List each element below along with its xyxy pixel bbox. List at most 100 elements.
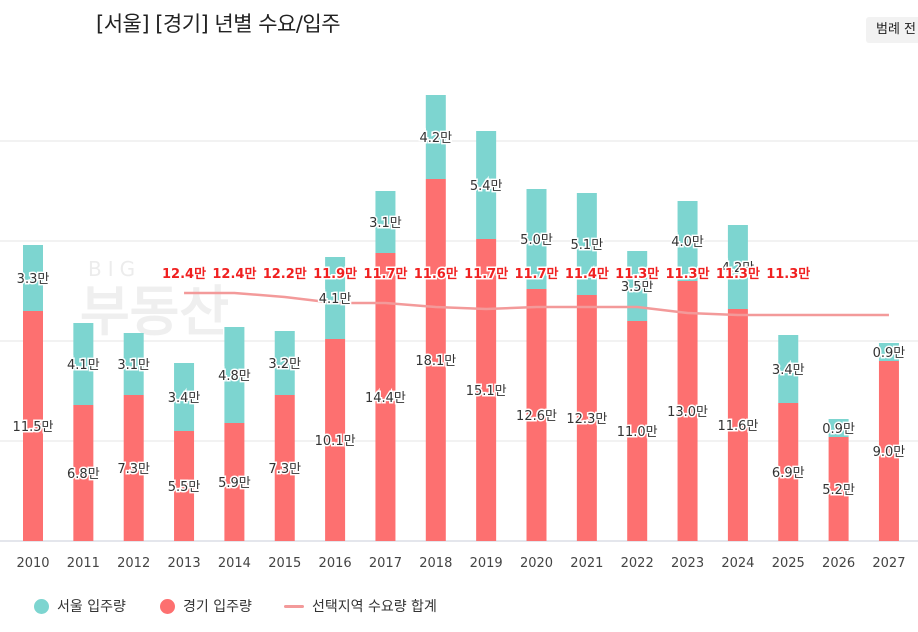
legend-toggle-button[interactable]: 범례 전	[866, 17, 918, 43]
x-tick-2020: 2020	[520, 556, 553, 571]
bar-gyeonggi-2026	[828, 437, 849, 541]
bar-seoul-2026	[828, 419, 849, 437]
label-seoul-2017: 3.1만	[369, 216, 402, 231]
x-tick-2016: 2016	[319, 556, 352, 571]
bar-seoul-2012	[123, 333, 144, 395]
bar-seoul-2018	[425, 95, 446, 179]
label-demand-2018: 11.6만	[414, 266, 458, 282]
watermark-main: 부동산	[80, 280, 229, 343]
x-tick-2010: 2010	[16, 556, 49, 571]
bar-seoul-2019	[476, 131, 497, 239]
label-gyeonggi-2020: 12.6만	[516, 409, 557, 424]
label-seoul-2018: 4.2만	[419, 131, 452, 146]
bar-gyeonggi-2013	[174, 431, 195, 541]
label-seoul-2012: 3.1만	[117, 358, 150, 373]
label-gyeonggi-2010: 11.5만	[13, 420, 54, 435]
bar-gyeonggi-2022	[627, 321, 648, 541]
bar-seoul-2024	[727, 225, 748, 309]
bar-seoul-2017	[375, 191, 396, 253]
bar-seoul-2016	[325, 257, 346, 339]
x-tick-2024: 2024	[721, 556, 754, 571]
label-gyeonggi-2018: 18.1만	[415, 354, 456, 369]
legend-label-gyeonggi: 경기 입주량	[183, 599, 252, 615]
bar-seoul-2010	[23, 245, 43, 311]
label-demand-2024: 11.3만	[716, 266, 760, 282]
legend-item-seoul[interactable]: 서울 입주량	[34, 596, 126, 616]
bar-seoul-2013	[174, 363, 195, 431]
label-demand-2013: 12.4만	[162, 266, 206, 282]
label-seoul-2010: 3.3만	[17, 272, 50, 287]
watermark-top: BIG	[88, 257, 141, 281]
label-demand-2022: 11.3만	[615, 266, 659, 282]
x-tick-2022: 2022	[621, 556, 654, 571]
x-tick-2011: 2011	[67, 556, 100, 571]
label-gyeonggi-2021: 12.3만	[566, 412, 607, 427]
bars	[23, 95, 899, 541]
label-demand-2015: 12.2만	[263, 266, 307, 282]
grid	[0, 140, 918, 542]
x-axis: 2010 2011 2012 2013 2014 2015 2016 2017 2018 2019…	[16, 556, 905, 571]
label-gyeonggi-2023: 13.0만	[667, 405, 708, 420]
bar-gyeonggi-2027	[878, 361, 899, 541]
label-gyeonggi-2024: 11.6만	[717, 419, 758, 434]
bar-seoul-2021	[576, 193, 597, 295]
label-gyeonggi-2013: 5.5만	[168, 480, 201, 495]
bar-gyeonggi-2024	[727, 309, 748, 541]
bar-seoul-2022	[627, 251, 648, 321]
x-tick-2027: 2027	[872, 556, 905, 571]
label-demand-2019: 11.7만	[464, 266, 508, 282]
label-gyeonggi-2016: 10.1만	[315, 434, 356, 449]
x-tick-2021: 2021	[570, 556, 603, 571]
bar-gyeonggi-2011	[73, 405, 94, 541]
chart-title: [서울] [경기] 년별 수요/입주	[96, 12, 341, 36]
label-seoul-2019: 5.4만	[470, 179, 503, 194]
bar-gyeonggi-2015	[274, 395, 295, 541]
bar-gyeonggi-2017	[375, 253, 396, 541]
x-tick-2026: 2026	[822, 556, 855, 571]
label-gyeonggi-2027: 9.0만	[873, 445, 906, 460]
bar-gyeonggi-2023	[677, 281, 698, 541]
x-tick-2023: 2023	[671, 556, 704, 571]
label-gyeonggi-2015: 7.3만	[268, 462, 301, 477]
x-tick-2017: 2017	[369, 556, 402, 571]
bar-gyeonggi-2018	[425, 179, 446, 541]
x-tick-2019: 2019	[470, 556, 503, 571]
demand-line	[184, 291, 889, 317]
label-demand-2025: 11.3만	[766, 266, 810, 282]
bar-gyeonggi-2020	[526, 289, 547, 541]
label-gyeonggi-2019: 15.1만	[466, 384, 507, 399]
label-gyeonggi-2025: 6.9만	[772, 466, 805, 481]
bar-gyeonggi-2010	[23, 311, 43, 541]
legend-swatch-gyeonggi	[160, 598, 175, 614]
label-gyeonggi-2012: 7.3만	[117, 462, 150, 477]
label-demand-2016: 11.9만	[313, 266, 357, 282]
x-tick-2013: 2013	[168, 556, 201, 571]
label-gyeonggi-2017: 14.4만	[365, 391, 406, 406]
bar-seoul-2014	[224, 327, 245, 423]
label-seoul-2021: 5.1만	[571, 238, 604, 253]
label-demand-2017: 11.7만	[363, 266, 407, 282]
label-gyeonggi-2022: 11.0만	[617, 425, 658, 440]
label-seoul-2022: 3.5만	[621, 280, 654, 295]
legend-item-gyeonggi[interactable]: 경기 입주량	[160, 596, 252, 616]
legend-label-seoul: 서울 입주량	[57, 599, 126, 615]
bar-seoul-2015	[274, 331, 295, 395]
x-tick-2014: 2014	[218, 556, 251, 571]
label-seoul-2020: 5.0만	[520, 233, 553, 248]
label-gyeonggi-2026: 5.2만	[822, 483, 855, 498]
bar-gyeonggi-2014	[224, 423, 245, 541]
label-seoul-2016: 4.1만	[319, 292, 352, 307]
label-seoul-2023: 4.0만	[671, 235, 704, 250]
bar-seoul-2027	[878, 343, 899, 361]
label-demand-2021: 11.4만	[565, 266, 609, 282]
x-tick-2018: 2018	[419, 556, 452, 571]
label-seoul-2026: 0.9만	[822, 422, 855, 437]
data-labels: 11.5만 3.3만 6.8만 4.1만 7.3만 3.1만 5.5만 3.4만 5.9만 4.8…	[11, 130, 907, 500]
label-seoul-2015: 3.2만	[268, 357, 301, 372]
legend-swatch-seoul	[34, 598, 49, 614]
bar-gyeonggi-2012	[123, 395, 144, 541]
legend-item-demand[interactable]: 선택지역 수요량 합계	[284, 596, 437, 616]
bar-seoul-2020	[526, 189, 547, 289]
bar-seoul-2011	[73, 323, 94, 405]
bar-gyeonggi-2019	[476, 239, 497, 541]
